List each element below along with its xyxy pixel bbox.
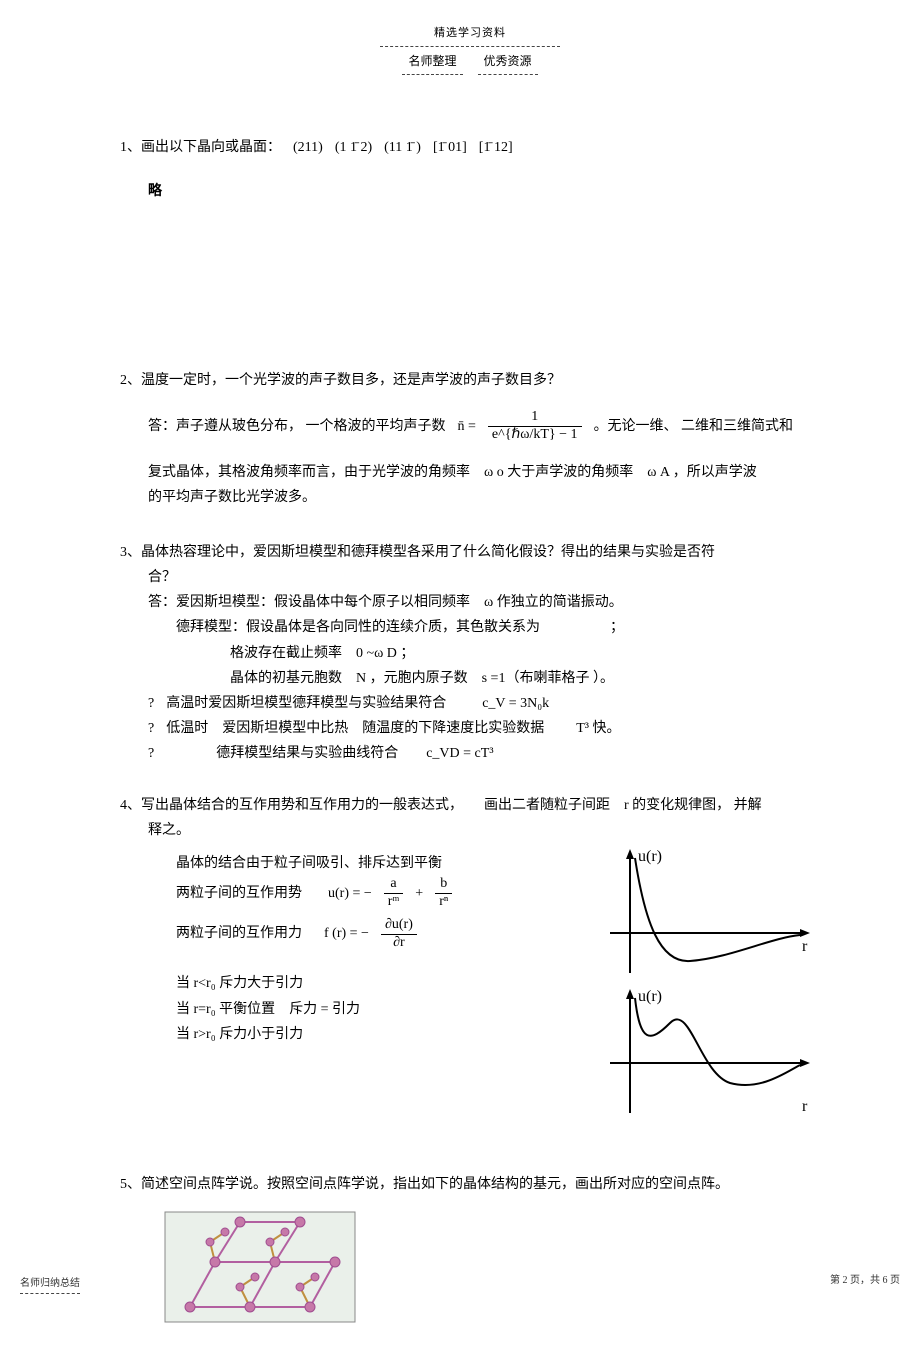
- footer-left-text: 名师归纳总结: [20, 1275, 80, 1293]
- q2-ans-suffix: 。无论一维、 二维和三维简式和: [594, 414, 794, 439]
- q3-b3-eq: c_VD = cT³: [426, 741, 493, 766]
- header-top-label: 精选学习资料: [120, 24, 820, 44]
- q5-lattice: [160, 1207, 820, 1336]
- q3-b1: 高温时爱因斯坦模型德拜模型与实验结果符合: [166, 691, 446, 716]
- q1-item-3: [1̄ 01]: [433, 135, 467, 160]
- q2-eq-den: e^{ℏω/kT} − 1: [488, 427, 582, 444]
- axis-r2: r: [802, 1098, 808, 1115]
- q4-l3-lhs: f (r) = −: [324, 921, 369, 946]
- q4-graph: u(r) r u(r) r: [590, 843, 820, 1132]
- q4-title: 4、写出晶体结合的互作用势和互作用力的一般表达式， 画出二者随粒子间距 r 的变…: [120, 793, 820, 818]
- axis-u1: u(r): [638, 848, 662, 865]
- header-right: 优秀资源: [478, 51, 538, 76]
- q3-a4: 晶体的初基元胞数 N ，元胞内原子数 s =1（布喇菲格子 ）。: [120, 666, 820, 691]
- q3-b2-eq: T³ 快。: [576, 716, 620, 741]
- q1-item-0: (211): [293, 135, 323, 160]
- q4-l2: 两粒子间的互作用势: [176, 881, 302, 906]
- q4-title2: 释之。: [120, 818, 820, 843]
- q1-prefix: 1、画出以下晶向或晶面：: [120, 135, 281, 160]
- q4-l2-frac2: b rⁿ: [435, 876, 452, 911]
- q5-title: 5、简述空间点阵学说。按照空间点阵学说，指出如下的晶体结构的基元，画出所对应的空…: [120, 1172, 820, 1197]
- header-left: 名师整理: [402, 51, 462, 76]
- question-1: 1、画出以下晶向或晶面： (211) (1 1̄ 2) (11 1̄ ) [1̄…: [120, 135, 820, 203]
- q2-line2: 复式晶体，其格波角频率而言，由于光学波的角频率 ω o 大于声学波的角频率 ω …: [120, 460, 820, 485]
- q4-l3-num: ∂u(r): [381, 917, 417, 935]
- question-3: 3、晶体热容理论中，爱因斯坦模型和德拜模型各采用了什么简化假设？得出的结果与实验…: [120, 540, 820, 767]
- q3-a1: 答：爱因斯坦模型：假设晶体中每个原子以相同频率 ω 作独立的简谐振动。: [120, 590, 820, 615]
- question-5: 5、简述空间点阵学说。按照空间点阵学说，指出如下的晶体结构的基元，画出所对应的空…: [120, 1172, 820, 1336]
- q3-a2: 德拜模型：假设晶体是各向同性的连续介质，其色散关系为 ；: [120, 615, 820, 640]
- q3-b3: 德拜模型结果与实验曲线符合: [216, 741, 398, 766]
- q1-item-1: (1 1̄ 2): [335, 135, 372, 160]
- question-4: 4、写出晶体结合的互作用势和互作用力的一般表达式， 画出二者随粒子间距 r 的变…: [120, 793, 820, 1133]
- q3-b1-eq: c_V = 3N₀k: [482, 691, 549, 716]
- q2-fraction: 1 e^{ℏω/kT} − 1: [488, 409, 582, 444]
- q4-l3-den: ∂r: [381, 935, 417, 952]
- header-sub: 名师整理 优秀资源: [120, 51, 820, 76]
- potential-curve-svg: u(r) r u(r) r: [590, 843, 820, 1123]
- q3-title2: 合？: [120, 565, 820, 590]
- q4-l2-t2n: b: [435, 876, 452, 894]
- question-2: 2、温度一定时，一个光学波的声子数目多，还是声学波的声子数目多？ 答：声子遵从玻…: [120, 368, 820, 510]
- q3-b3-q: ?: [120, 741, 154, 766]
- q4-l2-t2d: rⁿ: [435, 894, 452, 911]
- q4-l2-plus: +: [415, 881, 423, 906]
- header-dash-1: [380, 46, 560, 47]
- q3-a3: 格波存在截止频率 0 ~ω D ；: [120, 641, 820, 666]
- q1-item-4: [1̄ 12]: [479, 135, 513, 160]
- lattice-svg: [160, 1207, 360, 1327]
- q4-l2-lhs: u(r) = −: [328, 881, 372, 906]
- q2-ans-prefix: 答：声子遵从玻色分布， 一个格波的平均声子数: [148, 414, 446, 439]
- footer-left: 名师归纳总结: [20, 1275, 80, 1294]
- q4-l2-frac1: a rᵐ: [384, 876, 404, 911]
- q3-title: 3、晶体热容理论中，爱因斯坦模型和德拜模型各采用了什么简化假设？得出的结果与实验…: [120, 540, 820, 565]
- q4-l3-frac: ∂u(r) ∂r: [381, 917, 417, 952]
- axis-u2: u(r): [638, 988, 662, 1005]
- q1-answer: 略: [120, 179, 820, 204]
- footer-left-dash: [20, 1293, 80, 1294]
- q3-b2-q: ?: [120, 716, 154, 741]
- q3-b2: 低温时 爱因斯坦模型中比热 随温度的下降速度比实验数据: [166, 716, 544, 741]
- q2-text: 2、温度一定时，一个光学波的声子数目多，还是声学波的声子数目多？: [120, 368, 820, 393]
- axis-r1: r: [802, 938, 808, 955]
- q2-line3: 的平均声子数比光学波多。: [120, 485, 820, 510]
- page-header: 精选学习资料 名师整理 优秀资源: [120, 24, 820, 75]
- q2-eq-num: 1: [488, 409, 582, 427]
- q1-item-2: (11 1̄ ): [384, 135, 421, 160]
- q4-l3: 两粒子间的互作用力: [176, 921, 302, 946]
- q4-l2-t1n: a: [384, 876, 404, 894]
- q3-b1-q: ?: [120, 691, 154, 716]
- q4-l2-t1d: rᵐ: [384, 894, 404, 911]
- q2-eq-lhs: n̄ =: [458, 414, 476, 439]
- footer-right: 第 2 页，共 6 页: [830, 1272, 900, 1290]
